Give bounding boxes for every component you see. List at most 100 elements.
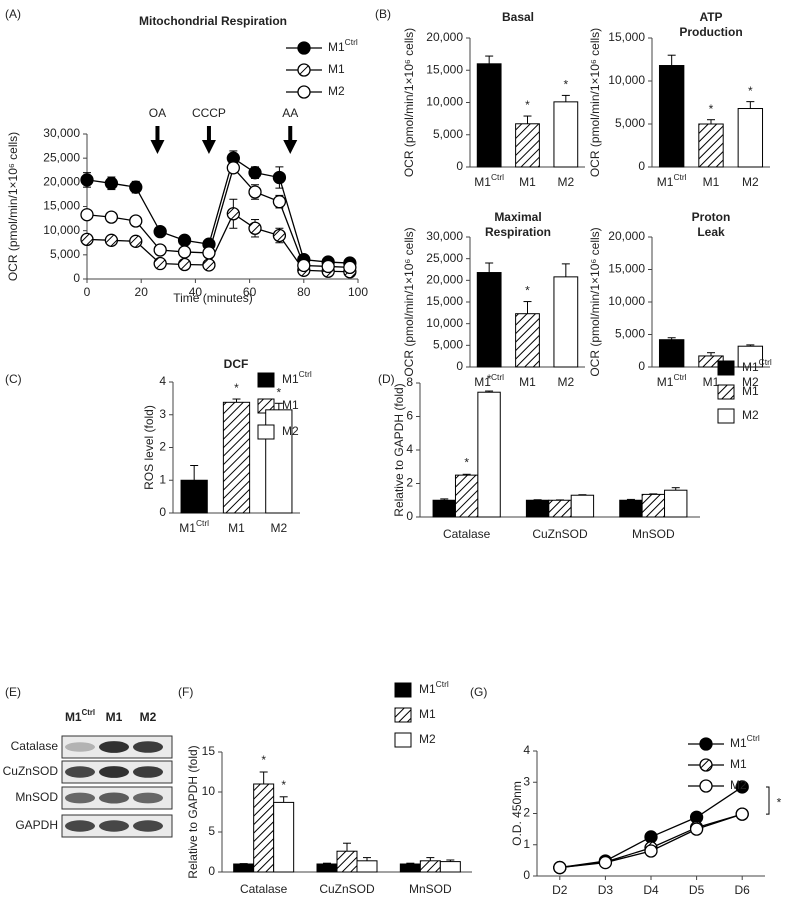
x-tick-label: M1Ctrl: [179, 518, 209, 535]
x-tick-label: D3: [598, 883, 614, 897]
annotation: CCCP: [192, 106, 226, 120]
legend-label-text: M1: [742, 384, 759, 398]
x-tick-label: 60: [243, 285, 257, 299]
significance-star: *: [563, 78, 568, 92]
significance-star: *: [281, 778, 286, 792]
bar: [737, 108, 764, 168]
legend-label-sup: Ctrl: [759, 357, 772, 367]
legend-label-text: M1: [328, 62, 345, 76]
bar: [553, 101, 579, 168]
x-tick-label-sup: Ctrl: [196, 518, 209, 528]
x-tick-label-text: M1: [179, 521, 196, 535]
legend-label-text: M1: [742, 360, 759, 374]
legend-label-text: M1: [730, 736, 747, 750]
x-tick-label: D5: [689, 883, 705, 897]
panel-label: (D): [378, 372, 395, 386]
panel-label: (F): [178, 685, 193, 699]
annotation: AA: [282, 106, 298, 120]
blot-band: [133, 820, 163, 832]
blot-band: [65, 742, 95, 752]
y-tick-label: 0: [638, 359, 645, 373]
bar: [336, 850, 358, 873]
bar: [399, 863, 421, 873]
legend-marker: [297, 41, 311, 55]
x-axis-label: Time (minutes): [173, 291, 253, 305]
legend-label-text: M2: [730, 778, 747, 792]
bar: [253, 783, 275, 873]
significance-star: *: [709, 102, 714, 116]
bar: [316, 863, 338, 873]
legend-label: M1: [328, 62, 345, 76]
marker: [735, 807, 749, 821]
y-tick-label: 15,000: [426, 294, 463, 308]
bar: [548, 499, 572, 518]
legend-swatch: [717, 360, 735, 376]
significance-bracket: [766, 786, 770, 815]
y-tick-label: 3: [523, 774, 530, 788]
bar: [180, 479, 208, 514]
marker: [177, 245, 192, 259]
legend-label-sup: Ctrl: [299, 369, 312, 379]
annotation: OA: [149, 106, 166, 120]
y-axis-label: OCR (pmol/min/1×10⁶ cells): [588, 227, 602, 376]
bar: [439, 861, 461, 873]
legend-marker: [297, 85, 311, 99]
x-tick-label-text: M1: [657, 175, 674, 189]
y-tick-label: 10,000: [426, 316, 463, 330]
panel-label: (G): [470, 685, 487, 699]
chart-title: Respiration: [485, 225, 551, 239]
marker: [248, 221, 262, 235]
chart-title: Proton: [692, 210, 731, 224]
legend-label-text: M2: [742, 408, 759, 422]
legend-label: M1Ctrl: [742, 357, 772, 374]
x-tick-label-text: M1: [519, 175, 536, 189]
y-tick-label: 5,000: [615, 116, 645, 130]
y-tick-label: 0: [73, 271, 80, 285]
x-tick-label: M2: [742, 175, 759, 189]
legend-label: M1: [742, 384, 759, 398]
legend-label: M1: [419, 707, 436, 721]
y-tick-label: 25,000: [426, 251, 463, 265]
series-line: [86, 166, 350, 269]
y-tick-label: 0: [456, 159, 463, 173]
marker: [153, 224, 167, 239]
legend-label-text: M2: [282, 424, 299, 438]
significance-star: *: [748, 84, 753, 98]
bar: [432, 499, 456, 518]
legend-label-text: M1: [282, 372, 299, 386]
blot-column-label-text: M2: [140, 710, 157, 724]
bar: [641, 493, 666, 518]
legend-swatch: [394, 732, 412, 748]
y-tick-label: 0: [638, 159, 645, 173]
legend-label-text: M1: [419, 707, 436, 721]
legend-label: M2: [742, 408, 759, 422]
bar: [658, 339, 685, 368]
marker: [689, 822, 704, 836]
legend-label-text: M1: [730, 757, 747, 771]
y-tick-label: 15,000: [43, 199, 80, 213]
significance-star: *: [464, 455, 469, 469]
y-tick-label: 15: [202, 744, 216, 758]
legend-swatch: [717, 408, 735, 424]
annotation-arrowhead: [201, 140, 216, 154]
x-tick-label: M1Ctrl: [474, 372, 504, 389]
marker: [129, 180, 143, 194]
bar: [476, 63, 502, 168]
marker: [644, 844, 658, 858]
marker: [177, 233, 192, 247]
legend-swatch: [394, 707, 412, 723]
marker: [104, 176, 119, 190]
bar: [454, 474, 479, 518]
y-tick-label: 15,000: [426, 62, 463, 76]
x-tick-label-text: M2: [557, 175, 574, 189]
y-tick-label: 15,000: [608, 262, 645, 276]
legend-label: M2: [730, 778, 747, 792]
legend-swatch: [394, 682, 412, 698]
marker: [177, 257, 192, 272]
y-tick-label: 4: [159, 374, 166, 388]
blot-band: [65, 766, 95, 778]
y-tick-label: 5,000: [433, 127, 463, 141]
marker: [202, 258, 216, 272]
panel-label: (B): [375, 7, 391, 21]
blot-band: [99, 792, 129, 804]
